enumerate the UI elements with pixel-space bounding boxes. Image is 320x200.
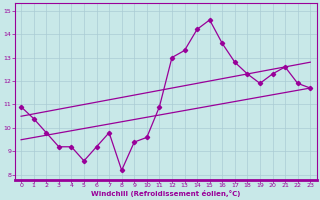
X-axis label: Windchill (Refroidissement éolien,°C): Windchill (Refroidissement éolien,°C) xyxy=(91,190,240,197)
